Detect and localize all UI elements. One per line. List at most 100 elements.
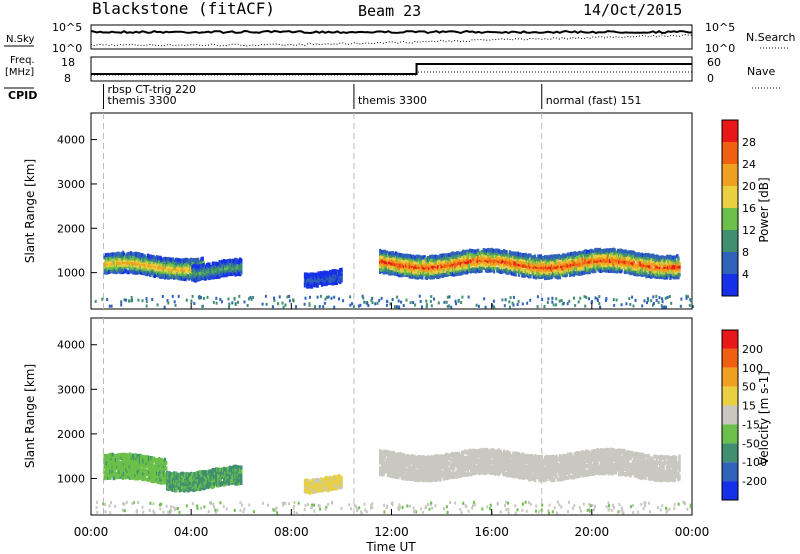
ground-scatter-cell: [185, 298, 188, 302]
echo-cell: [177, 258, 180, 263]
colorbar-swatch: [722, 142, 738, 164]
echo-cell: [190, 257, 193, 262]
echo-cell: [110, 473, 113, 478]
station-title: Blackstone (fitACF): [92, 0, 275, 18]
ground-scatter-cell: [652, 303, 654, 307]
echo-cell: [194, 482, 197, 487]
echo-cell: [524, 272, 528, 277]
echo-cell: [109, 265, 112, 270]
ground-scatter-cell: [234, 302, 237, 306]
echo-cell: [240, 270, 243, 275]
ground-scatter-cell: [425, 303, 428, 307]
echo-cell: [382, 458, 385, 463]
ground-scatter-cell: [430, 295, 433, 299]
ground-scatter-cell: [598, 302, 601, 305]
echo-cell: [388, 454, 391, 459]
ground-scatter-cell: [246, 304, 249, 307]
echo-cell: [412, 474, 415, 479]
ground-scatter-cell: [484, 305, 487, 309]
echo-cell: [320, 272, 324, 277]
echo-cell: [448, 261, 451, 266]
echo-cell: [213, 268, 217, 273]
ground-scatter-cell: [228, 305, 230, 309]
echo-cell: [481, 252, 484, 257]
ground-scatter-cell: [333, 305, 336, 309]
ground-scatter-cell: [108, 304, 111, 308]
echo-cell: [635, 256, 638, 261]
ground-scatter-cell: [646, 301, 648, 305]
echo-cell: [160, 475, 163, 480]
ground-scatter-cell: [145, 300, 148, 304]
echo-cell: [206, 273, 209, 278]
echo-cell: [407, 265, 410, 270]
echo-cell: [412, 477, 415, 481]
echo-cell: [183, 482, 186, 487]
ground-scatter-cell: [613, 303, 616, 307]
colorbar-swatch: [722, 230, 738, 252]
ground-scatter-cell: [562, 301, 565, 305]
ground-scatter-cell: [652, 301, 655, 305]
echo-cell: [664, 257, 668, 262]
echo-cell: [234, 272, 237, 277]
echo-cell: [616, 248, 620, 253]
cpid-label: CPID: [8, 89, 37, 102]
echo-cell: [180, 476, 184, 481]
ground-scatter-cell: [323, 301, 326, 305]
echo-cell: [578, 258, 581, 263]
ground-scatter-cell: [286, 295, 289, 299]
echo-cell: [677, 275, 680, 280]
echo-cell: [104, 468, 108, 473]
echo-cell: [386, 268, 390, 273]
echo-cell: [386, 470, 390, 474]
echo-cell: [149, 273, 152, 277]
echo-cell: [527, 256, 530, 261]
echo-cell: [560, 272, 563, 277]
cpid-segment-label: themis 3300: [358, 94, 427, 107]
echo-cell: [659, 265, 662, 270]
echo-cell: [528, 259, 531, 264]
echo-cell: [386, 256, 390, 261]
echo-cell: [432, 265, 435, 270]
echo-cell: [117, 475, 120, 479]
echo-cell: [394, 262, 398, 266]
echo-cell: [404, 464, 407, 469]
echo-cell: [677, 256, 680, 261]
echo-cell: [586, 255, 589, 259]
echo-cell: [223, 273, 226, 278]
echo-cell: [457, 258, 460, 263]
echo-cell: [333, 278, 336, 282]
echo-cell: [511, 253, 514, 258]
ground-scatter-cell: [324, 297, 327, 301]
echo-cell: [414, 267, 417, 272]
ground-scatter-cell: [145, 304, 148, 308]
echo-cell: [402, 261, 406, 266]
echo-cell: [678, 267, 681, 272]
nsky-series: [90, 29, 693, 35]
echo-cell: [386, 456, 390, 460]
echo-cell: [405, 258, 408, 262]
ground-scatter-cell: [561, 302, 564, 306]
echo-cell: [533, 254, 537, 259]
echo-cell: [193, 278, 196, 283]
echo-cell: [147, 460, 151, 465]
ground-scatter-cell: [173, 300, 176, 304]
freq-panel: Freq. [MHz] 18 8 60 0 Nave: [5, 55, 782, 89]
echo-cell: [478, 260, 481, 265]
echo-cell: [456, 250, 459, 255]
echo-cell: [109, 452, 112, 457]
echo-cell: [394, 271, 398, 276]
colorbar-swatch: [722, 252, 738, 274]
echo-cell: [567, 257, 571, 262]
echo-cell: [121, 260, 125, 265]
ground-scatter-cell: [558, 299, 561, 303]
echo-cell: [431, 267, 434, 272]
ground-scatter-cell: [219, 297, 222, 301]
echo-cell: [160, 462, 163, 467]
ground-scatter-cell: [231, 301, 234, 305]
ground-scatter-cell: [281, 301, 284, 305]
echo-cell: [340, 271, 343, 276]
echo-cell: [427, 256, 431, 261]
echo-cell: [394, 466, 398, 471]
echo-cell: [165, 460, 168, 465]
echo-cell: [440, 254, 443, 259]
